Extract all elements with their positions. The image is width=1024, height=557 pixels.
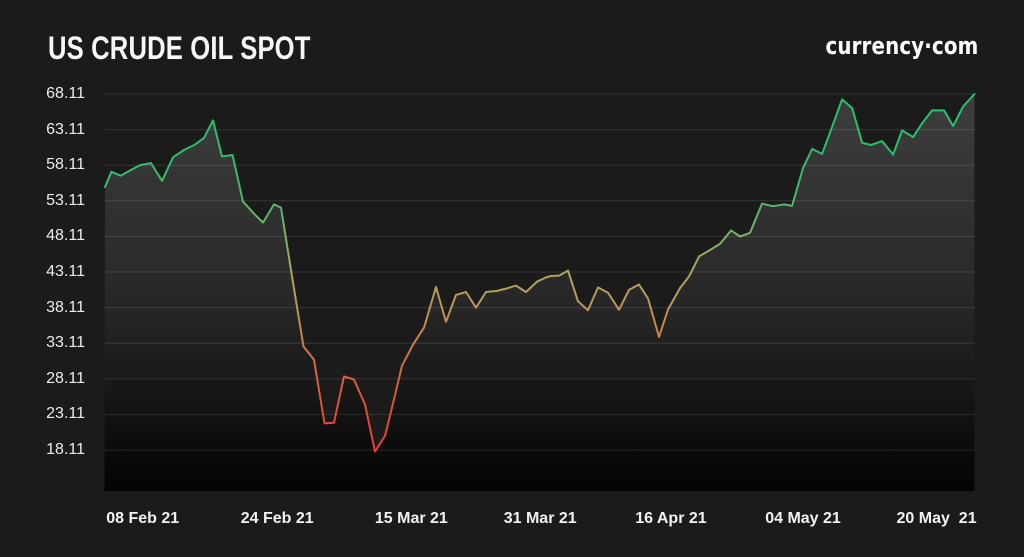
brand-logo: currency·com: [824, 32, 978, 60]
x-axis-label: 08 Feb 21: [106, 510, 180, 527]
y-axis-label: 33.11: [46, 334, 85, 352]
y-axis-label: 58.11: [46, 156, 85, 174]
y-axis-label: 68.11: [46, 85, 85, 102]
page-title: US CRUDE OIL SPOT: [48, 30, 311, 66]
x-axis-label: 15 Mar 21: [374, 510, 448, 527]
area-fill: [104, 94, 975, 491]
y-axis-label: 48.11: [46, 227, 85, 245]
x-axis-label: 16 Apr 21: [635, 510, 707, 527]
y-axis-label: 53.11: [46, 191, 85, 209]
price-line: [104, 93, 976, 453]
y-axis-label: 28.11: [46, 369, 85, 387]
x-axis-label: 31 Mar 21: [503, 510, 577, 527]
y-axis-label: 38.11: [46, 298, 85, 316]
y-axis-label: 23.11: [46, 405, 85, 423]
x-axis-label: 20 May 21: [896, 510, 977, 527]
y-axis-label: 43.11: [46, 263, 85, 280]
x-axis-label: 04 May 21: [765, 510, 841, 527]
x-axis-label: 24 Feb 21: [240, 510, 314, 527]
y-axis-label: 18.11: [46, 441, 85, 458]
y-axis-label: 63.11: [46, 120, 85, 138]
